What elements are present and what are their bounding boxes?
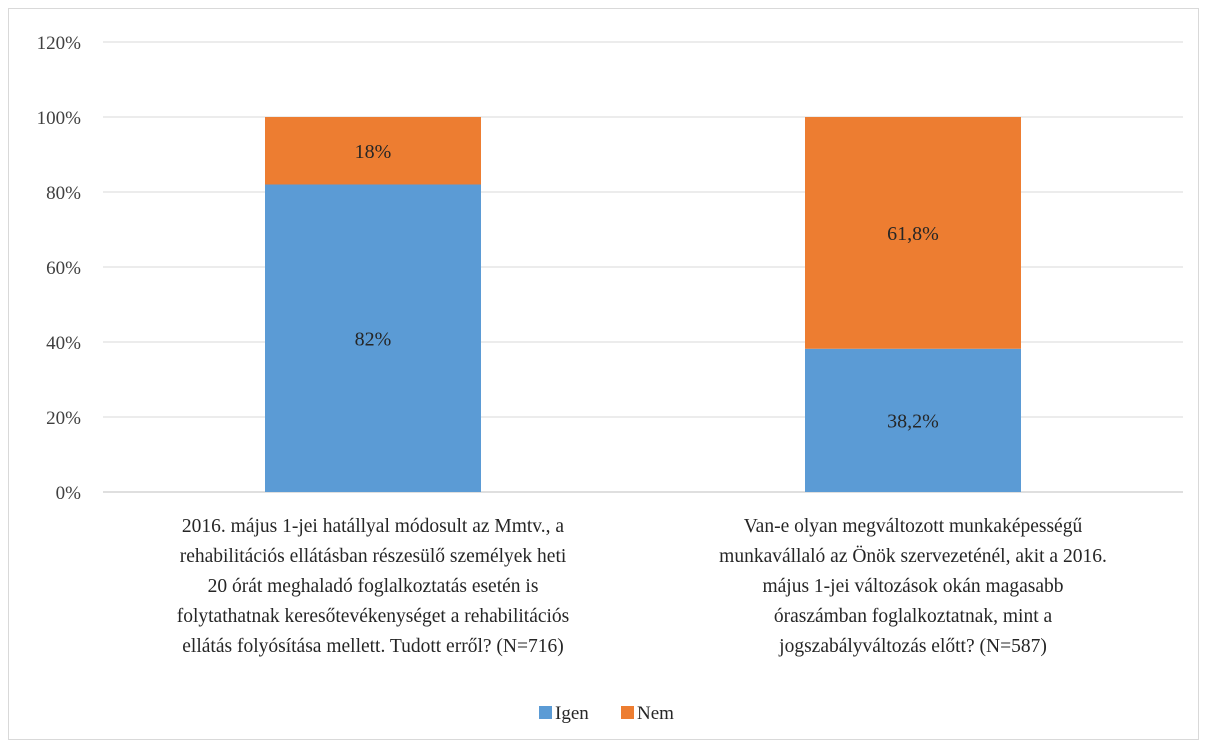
data-labels: 82% 18% 38,2% 61,8% [355,141,939,433]
bar-nem-1 [265,117,481,185]
y-tick-label: 80% [46,183,81,204]
category-label-line: folytathatnak keresőtevékenységet a reha… [177,606,570,627]
bars [265,117,1021,492]
category-label-2: Van-e olyan megváltozott munkaképességű m… [719,516,1107,657]
y-tick-label: 60% [46,258,81,279]
data-label: 18% [355,141,392,163]
data-label: 61,8% [887,223,939,245]
category-label-line: Van-e olyan megváltozott munkaképességű [744,516,1083,537]
bar-igen-2 [805,348,1021,492]
bar-nem-2 [805,117,1021,349]
category-label-line: jogszabályváltozás előtt? (N=587) [778,636,1047,657]
legend: Igen Nem [539,703,674,724]
category-label-1: 2016. május 1-jei hatállyal módosult az … [177,516,570,657]
legend-swatch-igen [539,706,552,719]
legend-swatch-nem [621,706,634,719]
category-label-line: ellátás folyósítása mellett. Tudott errő… [182,636,563,657]
category-label-line: 2016. május 1-jei hatállyal módosult az … [182,516,565,537]
category-label-line: munkavállaló az Önök szervezeténél, akit… [719,546,1107,567]
data-label: 82% [355,328,392,350]
category-label-line: óraszámban foglalkoztatnak, mint a [774,606,1053,627]
y-tick-label: 120% [37,33,82,54]
category-label-line: május 1-jei változások okán magasabb [762,576,1063,597]
bar-igen-1 [265,184,481,492]
legend-label-igen: Igen [555,703,589,724]
y-tick-label: 100% [37,108,82,129]
y-axis-tick-labels: 0% 20% 40% 60% 80% 100% 120% [37,33,82,504]
y-tick-label: 0% [56,483,82,504]
data-label: 38,2% [887,410,939,432]
category-label-line: 20 órát meghaladó foglalkoztatás esetén … [208,576,539,597]
legend-label-nem: Nem [637,703,674,724]
category-label-line: rehabilitációs ellátásban részesülő szem… [180,546,567,567]
y-tick-label: 40% [46,333,81,354]
x-axis-category-labels: 2016. május 1-jei hatállyal módosult az … [177,516,1107,657]
y-tick-label: 20% [46,408,81,429]
